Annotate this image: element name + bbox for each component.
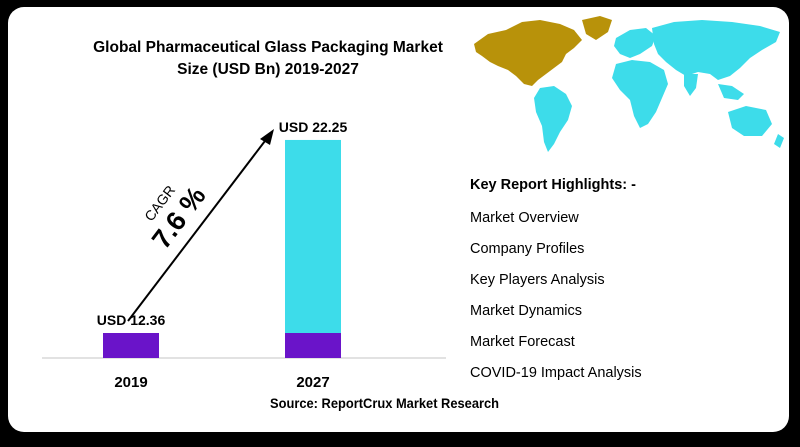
highlight-item: Company Profiles — [470, 241, 585, 257]
source-note: Source: ReportCrux Market Research — [270, 395, 500, 411]
bar-chart: USD 12.36 2019 USD 22.25 2027 CAGR 7.6 % — [42, 119, 446, 391]
highlight-item: COVID-19 Impact Analysis — [470, 365, 642, 381]
highlight-item: Market Forecast — [470, 334, 575, 350]
chart-title-line-1: Global Pharmaceutical Glass Packaging Ma… — [93, 39, 443, 56]
chart-title: Global Pharmaceutical Glass Packaging Ma… — [48, 37, 488, 81]
map-india — [684, 74, 698, 96]
highlight-item: Key Players Analysis — [470, 272, 605, 288]
map-greenland — [582, 16, 612, 40]
cagr-annotation: CAGR 7.6 % — [141, 181, 211, 254]
map-australia — [728, 106, 772, 136]
cagr-arrow-layer — [127, 129, 274, 322]
map-southeast-asia — [718, 84, 744, 100]
bar-2027-base — [285, 333, 341, 358]
world-map-icon — [474, 16, 784, 152]
cagr-arrow — [127, 136, 269, 322]
map-europe — [614, 28, 656, 58]
map-north-america — [474, 20, 582, 86]
x-tick-label-2027: 2027 — [296, 374, 329, 391]
bar-2019 — [103, 333, 159, 358]
chart-title-line-2: Size (USD Bn) 2019-2027 — [177, 61, 359, 78]
highlights-list: Market Overview Company Profiles Key Pla… — [470, 203, 789, 389]
highlight-item: Market Overview — [470, 210, 579, 226]
map-new-zealand — [774, 134, 784, 148]
map-africa — [612, 60, 668, 128]
map-south-america — [534, 86, 572, 152]
report-card: Global Pharmaceutical Glass Packaging Ma… — [8, 7, 789, 432]
bar-2027 — [285, 139, 341, 358]
highlight-item: Market Dynamics — [470, 303, 582, 319]
map-asia — [652, 20, 780, 80]
x-tick-label-2019: 2019 — [114, 374, 147, 391]
data-label-2027: USD 22.25 — [279, 119, 348, 135]
highlights-title: Key Report Highlights: - — [470, 177, 636, 193]
cagr-arrow-head — [260, 129, 274, 145]
bars-layer: USD 12.36 2019 USD 22.25 2027 — [97, 119, 348, 391]
key-highlights-panel: Key Report Highlights: - Market Overview… — [470, 177, 789, 389]
data-label-2019: USD 12.36 — [97, 312, 166, 328]
